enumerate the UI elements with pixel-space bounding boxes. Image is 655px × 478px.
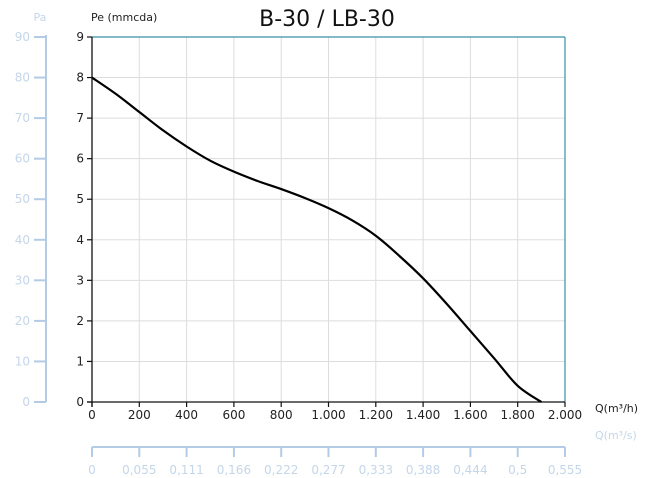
y2-tick-label: 30: [15, 273, 30, 287]
x2-tick-label: 0,444: [453, 463, 487, 477]
y-tick-label: 8: [76, 71, 84, 85]
x-tick-label: 600: [222, 408, 245, 422]
y2-tick-label: 70: [15, 111, 30, 125]
secondary-y-axis: 0 10 20 30 40 50 60 70 80 90: [15, 30, 47, 409]
plot-frame: [87, 36, 566, 407]
y2-tick-label: 0: [22, 395, 30, 409]
x2-tick-label: 0,333: [359, 463, 393, 477]
y2-tick-label: 80: [15, 71, 30, 85]
grid: [91, 36, 566, 403]
y2-axis-label: Pa: [34, 11, 47, 24]
chart-title: B-30 / LB-30: [259, 7, 395, 32]
y-axis-label: Pe (mmcda): [91, 11, 157, 24]
y-tick-label: 3: [76, 273, 84, 287]
axis-labels: 0 1 2 3 4 5 6 7 8 9 0 200 400 600 800 1.000 1.200 1.400 1.…: [34, 7, 638, 442]
x2-tick-label: 0,277: [311, 463, 345, 477]
x-tick-label: 2.000: [548, 408, 582, 422]
x2-tick-label: 0,5: [508, 463, 527, 477]
x-tick-label: 400: [175, 408, 198, 422]
x2-tick-label: 0: [88, 463, 96, 477]
series-line: [91, 76, 542, 403]
y2-tick-label: 60: [15, 152, 30, 166]
x-tick-label: 0: [88, 408, 96, 422]
x2-tick-label: 0,555: [548, 463, 582, 477]
x2-axis-label: Q(m³/s): [595, 429, 637, 442]
y-tick-label: 6: [76, 152, 84, 166]
y2-tick-label: 20: [15, 314, 30, 328]
y-tick-label: 9: [76, 30, 84, 44]
x-tick-label: 1.800: [501, 408, 535, 422]
x2-tick-label: 0,055: [122, 463, 156, 477]
y2-tick-label: 90: [15, 30, 30, 44]
y2-tick-label: 40: [15, 233, 30, 247]
x2-tick-label: 0,111: [169, 463, 203, 477]
x-tick-label: 1.200: [359, 408, 393, 422]
x-tick-label: 200: [128, 408, 151, 422]
secondary-x-axis: 0 0,055 0,111 0,166 0,222 0,277 0,333 0,388 0,44…: [88, 446, 582, 477]
x-tick-label: 1.600: [453, 408, 487, 422]
x2-tick-label: 0,388: [406, 463, 440, 477]
y-tick-label: 1: [76, 354, 84, 368]
x-tick-label: 1.400: [406, 408, 440, 422]
x2-tick-label: 0,222: [264, 463, 298, 477]
y-tick-label: 4: [76, 233, 84, 247]
series-lines: [91, 76, 542, 403]
y-tick-label: 5: [76, 192, 84, 206]
x-tick-label: 1.000: [311, 408, 345, 422]
x-tick-label: 800: [270, 408, 293, 422]
y-tick-label: 7: [76, 111, 84, 125]
x-axis-label: Q(m³/h): [595, 402, 638, 415]
y2-tick-label: 50: [15, 192, 30, 206]
x2-tick-label: 0,166: [217, 463, 251, 477]
y-tick-label: 0: [76, 395, 84, 409]
y2-tick-label: 10: [15, 354, 30, 368]
y-tick-label: 2: [76, 314, 84, 328]
